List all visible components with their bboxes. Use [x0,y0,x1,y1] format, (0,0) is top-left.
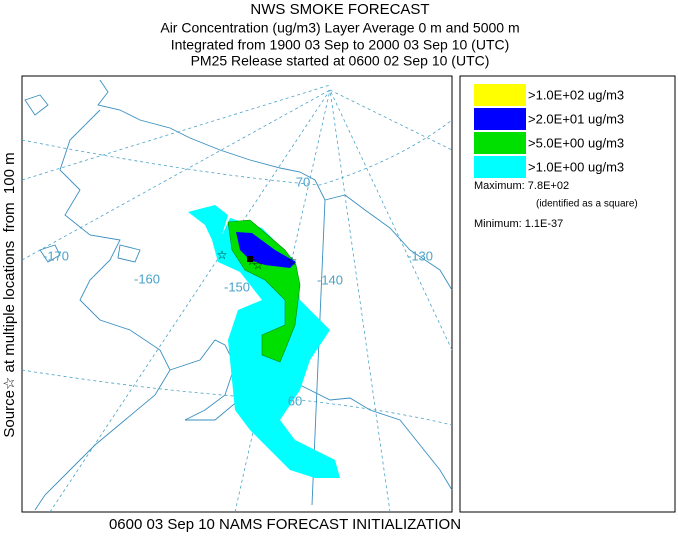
legend-label: >2.0E+01 ug/m3 [528,111,624,126]
legend-swatch [474,132,526,154]
subtitle: PM25 Release started at 0600 02 Sep 10 (… [191,53,490,69]
source-marker: ☆ [253,258,264,272]
plume: ☆ ☆ ☆ ☆ [188,205,340,478]
legend-swatch [474,84,526,106]
legend-frame [459,75,676,513]
footer: 0600 03 Sep 10 NAMS FORECAST INITIALIZAT… [109,516,461,533]
source-marker: ☆ [247,254,258,268]
longitude-label: -160 [134,271,160,286]
map-frame [21,75,453,513]
source-marker: ☆ [287,254,298,268]
longitude-label: -150 [224,279,250,294]
legend-minimum: Minimum: 1.1E-37 [474,218,563,230]
maximum-marker [247,256,253,262]
longitude-label: -140 [317,272,343,287]
source-marker: ☆ [217,248,228,262]
legend-label: >1.0E+00 ug/m3 [528,159,624,174]
longitude-label: -170 [43,248,69,263]
latitude-label: 60 [288,393,302,408]
subtitle: Air Concentration (ug/m3) Layer Average … [160,20,519,36]
legend-label: >5.0E+00 ug/m3 [528,135,624,150]
map: ☆ ☆ ☆ ☆ -170 -160 -150 -140 -130 70 60 [21,75,453,513]
longitude-label: -130 [407,248,433,263]
map-labels: -170 -160 -150 -140 -130 70 60 [43,174,433,408]
legend-swatch [474,156,526,178]
subtitle: Integrated from 1900 03 Sep to 2000 03 S… [171,37,510,53]
legend-note: (identified as a square) [536,199,638,210]
legend-swatch [474,108,526,130]
title: NWS SMOKE FORECAST [250,1,429,18]
latitude-label: 70 [296,174,310,189]
legend-label: >1.0E+02 ug/m3 [528,87,624,102]
legend: >1.0E+02 ug/m3 >2.0E+01 ug/m3 >5.0E+00 ug/… [474,84,624,178]
legend-maximum: Maximum: 7.8E+02 [474,180,569,192]
side-label: Source☆ at multiple locations from 100 m [1,152,18,437]
